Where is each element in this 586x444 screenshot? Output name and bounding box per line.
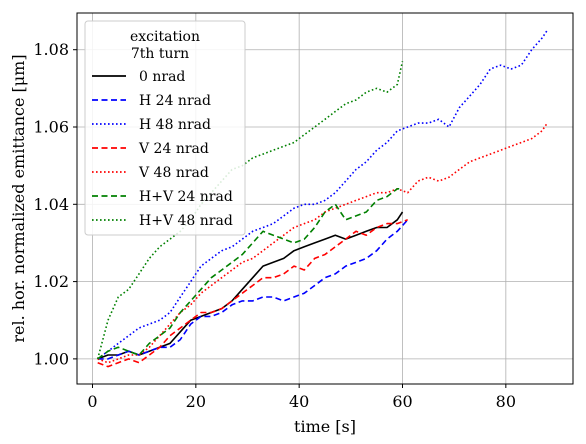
legend-entry-label: H+V 24 nrad bbox=[139, 189, 233, 205]
x-tick-label: 80 bbox=[496, 392, 516, 411]
series-line-0-nrad bbox=[97, 211, 404, 360]
x-tick-label: 20 bbox=[186, 392, 206, 411]
y-tick-label: 1.02 bbox=[33, 272, 69, 291]
y-tick-label: 1.06 bbox=[33, 118, 69, 137]
legend-title-line1: excitation bbox=[130, 29, 200, 45]
x-tick-label: 0 bbox=[87, 392, 97, 411]
series-line-h-24-nrad bbox=[97, 219, 409, 360]
series-line-h-48-nrad bbox=[97, 29, 548, 360]
series-line-v-24-nrad bbox=[97, 219, 408, 368]
legend-title-line2: 7th turn bbox=[131, 46, 189, 62]
legend-entry-label: H 48 nrad bbox=[139, 117, 211, 133]
legend-box bbox=[84, 20, 246, 236]
legend-entries: 0 nrad H 24 nrad H 48 nrad V 24 nrad V 48 nr… bbox=[92, 69, 233, 229]
y-tick-label: 1.00 bbox=[33, 349, 69, 368]
ticks: 0 20 40 60 80 1.00 1.02 1.04 1.06 1.08 bbox=[33, 40, 516, 411]
legend-entry-label: 0 nrad bbox=[139, 69, 185, 85]
series-line-h-v-48-nrad bbox=[96, 61, 404, 360]
legend-entry-label: H 24 nrad bbox=[139, 93, 211, 109]
x-axis-label: time [s] bbox=[294, 417, 356, 436]
y-tick-label: 1.08 bbox=[33, 40, 69, 59]
series-line-h-v-24-nrad bbox=[97, 188, 403, 360]
series-line-v-48-nrad bbox=[97, 122, 548, 364]
legend-entry-label: V 48 nrad bbox=[138, 165, 209, 181]
x-tick-label: 40 bbox=[289, 392, 309, 411]
series-layer bbox=[96, 29, 548, 368]
y-tick-label: 1.04 bbox=[33, 195, 69, 214]
plot-frame bbox=[76, 12, 574, 385]
legend-entry-label: H+V 48 nrad bbox=[139, 213, 233, 229]
x-tick-label: 60 bbox=[392, 392, 412, 411]
legend: excitation 7th turn 0 nrad H 24 nrad H 48 … bbox=[84, 20, 246, 236]
y-axis-label: rel. hor. normalized emittance [μm] bbox=[9, 54, 28, 342]
legend-entry-label: V 24 nrad bbox=[138, 141, 209, 157]
